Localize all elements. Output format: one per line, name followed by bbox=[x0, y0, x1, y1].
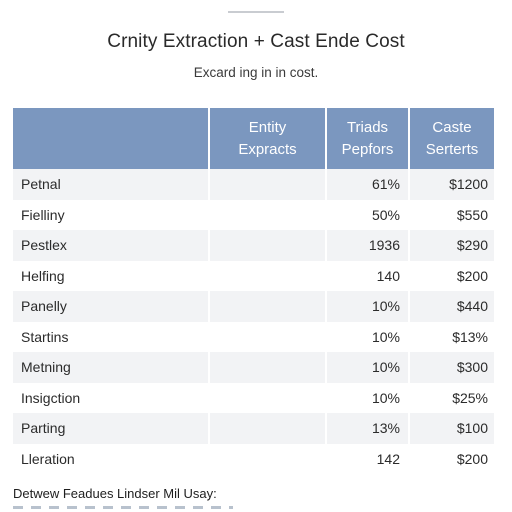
table-row: Helfing 140 $200 bbox=[13, 260, 494, 291]
page-subtitle: Excard ing in in cost. bbox=[193, 65, 319, 80]
row-name: Panelly bbox=[13, 291, 210, 322]
table-header-row: Entity Expracts Triads Pepfors Caste Ser… bbox=[13, 108, 494, 169]
row-triads: 142 bbox=[326, 443, 410, 474]
row-cost: $1200 bbox=[409, 169, 494, 200]
row-cost: $13% bbox=[409, 321, 494, 352]
row-cost: $25% bbox=[409, 382, 494, 413]
row-triads: 13% bbox=[326, 413, 410, 444]
table-row: Pestlex 1936 $290 bbox=[13, 230, 494, 261]
row-name: Parting bbox=[13, 413, 210, 444]
row-entity bbox=[209, 321, 327, 352]
row-name: Lleration bbox=[13, 443, 210, 474]
row-name: Helfing bbox=[13, 260, 210, 291]
footer-faded-line bbox=[13, 506, 233, 509]
table-row: Insigction 10% $25% bbox=[13, 382, 494, 413]
table-row: Startins 10% $13% bbox=[13, 321, 494, 352]
row-cost: $440 bbox=[409, 291, 494, 322]
footer-note: Detwew Feadues Lindser Mil Usay: bbox=[13, 486, 217, 501]
column-header-cost: Caste Serterts bbox=[409, 108, 494, 169]
table-row: Petnal 61% $1200 bbox=[13, 169, 494, 200]
cost-table: Entity Expracts Triads Pepfors Caste Ser… bbox=[13, 108, 494, 474]
row-triads: 10% bbox=[326, 382, 410, 413]
page-title: Crnity Extraction + Cast Ende Cost bbox=[107, 31, 405, 52]
table-row: Panelly 10% $440 bbox=[13, 291, 494, 322]
table-body: Petnal 61% $1200 Fielliny 50% $550 Pestl… bbox=[13, 169, 494, 474]
row-triads: 140 bbox=[326, 260, 410, 291]
column-header-entity: Entity Expracts bbox=[209, 108, 327, 169]
row-triads: 61% bbox=[326, 169, 410, 200]
row-entity bbox=[209, 260, 327, 291]
row-name: Startins bbox=[13, 321, 210, 352]
row-cost: $300 bbox=[409, 352, 494, 383]
table-row: Metning 10% $300 bbox=[13, 352, 494, 383]
row-cost: $200 bbox=[409, 260, 494, 291]
row-entity bbox=[209, 443, 327, 474]
column-header-triads-line1: Triads bbox=[346, 118, 389, 136]
row-name: Petnal bbox=[13, 169, 210, 200]
row-cost: $100 bbox=[409, 413, 494, 444]
table-row: Lleration 142 $200 bbox=[13, 443, 494, 474]
row-name: Metning bbox=[13, 352, 210, 383]
row-cost: $550 bbox=[409, 199, 494, 230]
column-header-entity-line2: Expracts bbox=[238, 140, 297, 158]
row-entity bbox=[209, 230, 327, 261]
row-entity bbox=[209, 169, 327, 200]
table-row: Parting 13% $100 bbox=[13, 413, 494, 444]
row-cost: $290 bbox=[409, 230, 494, 261]
column-header-cost-line1: Caste bbox=[432, 118, 472, 136]
row-entity bbox=[209, 352, 327, 383]
column-header-cost-line2: Serterts bbox=[425, 140, 479, 158]
column-header-entity-line1: Entity bbox=[248, 118, 287, 136]
row-entity bbox=[209, 199, 327, 230]
row-entity bbox=[209, 291, 327, 322]
row-triads: 10% bbox=[326, 352, 410, 383]
row-name: Pestlex bbox=[13, 230, 210, 261]
row-name: Insigction bbox=[13, 382, 210, 413]
table-row: Fielliny 50% $550 bbox=[13, 199, 494, 230]
top-divider bbox=[228, 11, 284, 13]
row-cost: $200 bbox=[409, 443, 494, 474]
cost-table-container: Entity Expracts Triads Pepfors Caste Ser… bbox=[13, 108, 494, 474]
column-header-triads-line2: Pepfors bbox=[341, 140, 394, 158]
row-triads: 1936 bbox=[326, 230, 410, 261]
row-name: Fielliny bbox=[13, 199, 210, 230]
row-triads: 10% bbox=[326, 291, 410, 322]
column-header-triads: Triads Pepfors bbox=[326, 108, 410, 169]
row-triads: 50% bbox=[326, 199, 410, 230]
row-entity bbox=[209, 382, 327, 413]
column-header-name bbox=[13, 108, 210, 169]
row-triads: 10% bbox=[326, 321, 410, 352]
row-entity bbox=[209, 413, 327, 444]
